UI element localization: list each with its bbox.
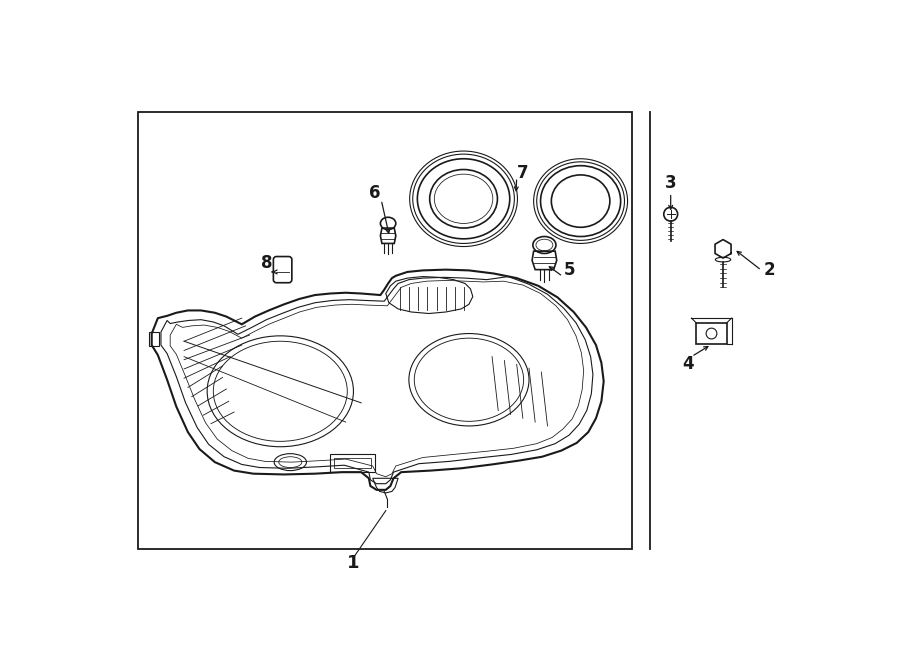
Bar [138, 112, 632, 549]
Text: 2: 2 [763, 261, 775, 279]
Bar [334, 458, 371, 467]
Text: 6: 6 [369, 185, 381, 203]
Text: 4: 4 [682, 355, 694, 373]
Text: 8: 8 [262, 254, 273, 271]
Text: 5: 5 [563, 261, 575, 279]
Text: 3: 3 [665, 174, 677, 193]
Bar [148, 332, 159, 346]
Bar [696, 323, 727, 344]
Text: 1: 1 [347, 554, 360, 572]
Text: 7: 7 [517, 164, 528, 182]
